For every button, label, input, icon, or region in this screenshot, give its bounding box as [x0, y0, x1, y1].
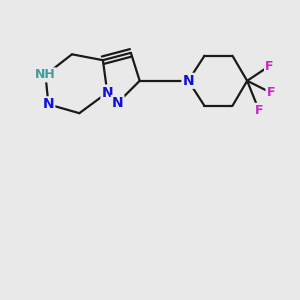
Text: N: N: [101, 85, 113, 100]
Text: NH: NH: [35, 68, 56, 81]
Text: N: N: [112, 96, 123, 110]
Text: F: F: [265, 60, 274, 73]
Text: F: F: [266, 86, 275, 99]
Text: F: F: [255, 104, 263, 117]
Text: N: N: [182, 74, 194, 88]
Text: N: N: [43, 98, 54, 111]
